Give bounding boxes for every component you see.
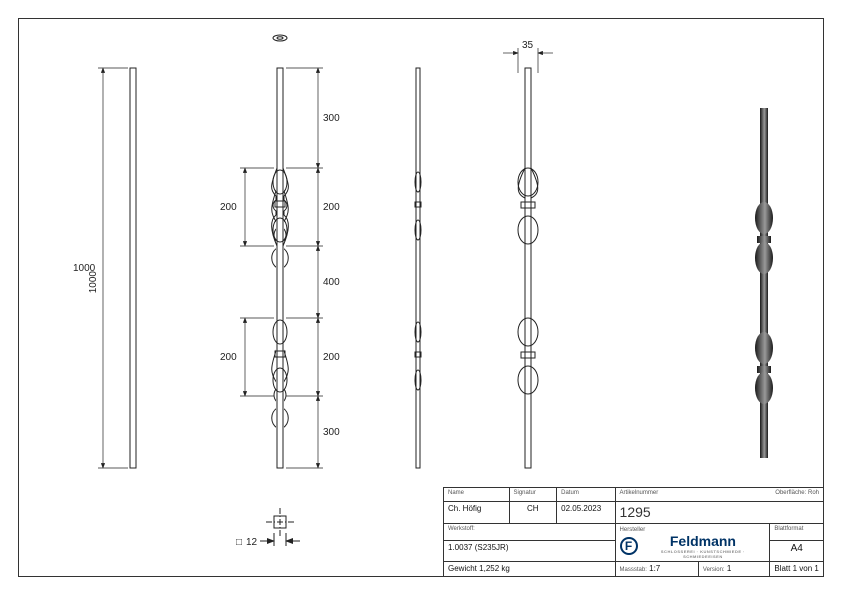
hdr-name: Name xyxy=(444,488,510,502)
drawing-sheet: 300 400 300 200 200 200 200 1000 1000 xyxy=(0,0,842,595)
dimension-35 xyxy=(503,48,553,73)
val-version: 1 xyxy=(727,564,731,573)
dim-300-bot: 300 xyxy=(323,427,340,438)
lbl-gewicht: Gewicht xyxy=(448,564,477,573)
dim-35: 35 xyxy=(522,40,534,51)
val-massstab: 1:7 xyxy=(649,564,660,573)
view-side-wide xyxy=(518,68,538,468)
hdr-artnr: Artikelnummer xyxy=(620,490,659,496)
view-side-narrow xyxy=(415,68,421,468)
val-name: Ch. Höfig xyxy=(444,502,510,524)
val-artnr: 1295 xyxy=(615,502,823,524)
company-logo: F Feldmann SCHLOSSEREI · KUNSTSCHMIEDE ·… xyxy=(620,533,766,559)
hdr-werkstoff: Werkstoff: xyxy=(444,524,616,540)
company-sub: SCHLOSSEREI · KUNSTSCHMIEDE · SCHMIEDEEI… xyxy=(641,549,766,559)
dim-200r-top: 200 xyxy=(323,202,340,213)
view-section-square xyxy=(260,508,300,546)
dim-200-bot: 200 xyxy=(220,352,237,363)
hdr-blattformat: Blattformat xyxy=(770,524,824,540)
logo-f-icon: F xyxy=(620,537,638,555)
dim-300-top: 300 xyxy=(323,113,340,124)
dim-1000-h: 1000 xyxy=(73,263,96,274)
hdr-oberfl: Oberfläche: xyxy=(775,490,806,496)
val-blattformat: A4 xyxy=(770,540,824,562)
view-top-section xyxy=(273,35,287,41)
val-sig: CH xyxy=(509,502,557,524)
company-name: Feldmann xyxy=(670,533,736,549)
dim-400: 400 xyxy=(323,277,340,288)
lbl-massstab: Massstab: xyxy=(620,567,647,573)
val-oberfl: Roh xyxy=(808,490,819,496)
val-blatt: Blatt 1 von 1 xyxy=(770,562,824,577)
dim-200-top: 200 xyxy=(220,202,237,213)
val-gewicht: 1,252 kg xyxy=(479,564,510,573)
view-render xyxy=(755,108,773,458)
dim-200r-bot: 200 xyxy=(323,352,340,363)
view-front-plain xyxy=(130,68,136,468)
dim-section-12: 12 xyxy=(246,537,258,548)
hdr-date: Datum xyxy=(557,488,615,502)
dim-section-prefix: □ xyxy=(236,537,242,548)
hdr-sig: Signatur xyxy=(509,488,557,502)
val-date: 02.05.2023 xyxy=(557,502,615,524)
title-block: Name Signatur Datum Artikelnummer Oberfl… xyxy=(443,487,824,577)
lbl-version: Version: xyxy=(703,567,725,573)
dimension-overall xyxy=(98,68,128,468)
val-werkstoff: 1.0037 (S235JR) xyxy=(444,540,616,562)
